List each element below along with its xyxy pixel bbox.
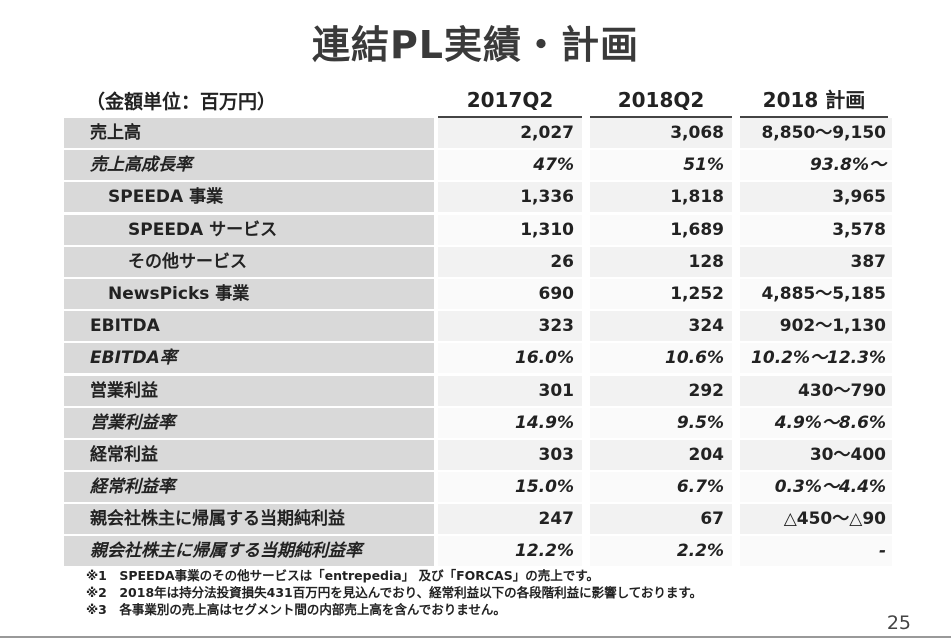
value-2018q2: 292 <box>590 375 732 406</box>
value-2017q2: 16.0% <box>438 343 582 374</box>
value-2017q2: 1,310 <box>438 214 582 245</box>
value-2018-plan: 387 <box>740 246 892 277</box>
row-label: 売上高成長率 <box>64 150 434 181</box>
value-2018q2: 1,689 <box>590 214 732 245</box>
table-row: EBITDA率 16.0% 10.6% 10.2%〜12.3% <box>64 343 892 374</box>
value-2018-plan: 10.2%〜12.3% <box>740 343 892 374</box>
table-row: 経常利益 303 204 30〜400 <box>64 439 892 470</box>
row-label: SPEEDA 事業 <box>64 182 434 213</box>
value-2017q2: 26 <box>438 246 582 277</box>
table-row: 売上高 2,027 3,068 8,850〜9,150 <box>64 118 892 148</box>
value-2017q2: 15.0% <box>438 472 582 503</box>
value-2017q2: 303 <box>438 439 582 470</box>
value-2018-plan: 4.9%〜8.6% <box>740 407 892 438</box>
value-2018-plan: - <box>740 536 892 567</box>
value-2018-plan: 93.8%〜100.4% <box>740 150 892 205</box>
value-2018-plan: △450〜△90 <box>740 504 892 535</box>
value-2017q2: 247 <box>438 504 582 535</box>
value-2018q2: 1,252 <box>590 278 732 309</box>
column-header-2017q2: 2017Q2 <box>438 84 582 119</box>
row-label: その他サービス <box>64 246 434 277</box>
value-2017q2: 12.2% <box>438 536 582 567</box>
table-row: SPEEDA 事業 1,336 1,818 3,965 <box>64 182 892 213</box>
value-2018q2: 128 <box>590 246 732 277</box>
value-2018q2: 10.6% <box>590 343 732 374</box>
value-2018q2: 1,818 <box>590 182 732 213</box>
value-2018q2: 51% <box>590 150 732 181</box>
value-2018-plan: 3,965 <box>740 182 892 213</box>
table-row: 営業利益率 14.9% 9.5% 4.9%〜8.6% <box>64 407 892 438</box>
value-2018-plan: 902〜1,130 <box>740 311 892 342</box>
table-row: EBITDA 323 324 902〜1,130 <box>64 311 892 342</box>
table-row: 売上高成長率 47% 51% 93.8%〜100.4% <box>64 150 892 205</box>
row-label: 経常利益率 <box>64 472 434 503</box>
value-2018q2: 67 <box>590 504 732 535</box>
row-label: 営業利益率 <box>64 407 434 438</box>
unit-label: （金額単位：百万円） <box>86 91 277 113</box>
value-2018q2: 6.7% <box>590 472 732 503</box>
value-2018-plan: 8,850〜9,150 <box>740 118 892 148</box>
value-2017q2: 301 <box>438 375 582 406</box>
column-header-2018-plan: 2018 計画 <box>740 84 888 119</box>
pl-table: 売上高 2,027 3,068 8,850〜9,150 売上高成長率 47% 5… <box>64 118 892 569</box>
table-row: 営業利益 301 292 430〜790 <box>64 375 892 406</box>
footnote-1: ※1 SPEEDA事業のその他サービスは「entrepedia」 及び「FORC… <box>86 568 599 583</box>
row-label: EBITDA率 <box>64 343 434 374</box>
column-header-2018q2: 2018Q2 <box>590 84 732 119</box>
page-number: 25 <box>886 612 911 634</box>
row-label: 経常利益 <box>64 439 434 470</box>
page-title: 連結PL実績・計画 <box>311 23 640 67</box>
value-2017q2: 2,027 <box>438 118 582 148</box>
footer-divider <box>0 636 951 638</box>
table-row: その他サービス 26 128 387 <box>64 246 892 277</box>
table-row: 親会社株主に帰属する当期純利益 247 67 △450〜△90 <box>64 504 892 535</box>
value-2018q2: 2.2% <box>590 536 732 567</box>
value-2017q2: 690 <box>438 278 582 309</box>
value-2017q2: 47% <box>438 150 582 181</box>
table-row: SPEEDA サービス 1,310 1,689 3,578 <box>64 214 892 245</box>
value-2018-plan: 3,578 <box>740 214 892 245</box>
row-label: 営業利益 <box>64 375 434 406</box>
footnote-2: ※2 2018年は持分法投資損失431百万円を見込んでおり、経常利益以下の各段階… <box>86 585 703 600</box>
value-2018q2: 204 <box>590 439 732 470</box>
footnotes: ※1 SPEEDA事業のその他サービスは「entrepedia」 及び「FORC… <box>86 567 702 618</box>
value-2018-plan: 30〜400 <box>740 439 892 470</box>
table-row: 親会社株主に帰属する当期純利益率 12.2% 2.2% - <box>64 536 892 567</box>
row-label: 売上高 <box>64 118 434 148</box>
value-2017q2: 14.9% <box>438 407 582 438</box>
table-row: NewsPicks 事業 690 1,252 4,885〜5,185 <box>64 278 892 309</box>
row-label: EBITDA <box>64 311 434 342</box>
value-2018q2: 9.5% <box>590 407 732 438</box>
value-2018q2: 3,068 <box>590 118 732 148</box>
value-2018-plan: 4,885〜5,185 <box>740 278 892 309</box>
value-2017q2: 1,336 <box>438 182 582 213</box>
footnote-3: ※3 各事業別の売上高はセグメント間の内部売上高を含んでおりません。 <box>86 602 506 617</box>
row-label: 親会社株主に帰属する当期純利益 <box>64 504 434 535</box>
row-label: SPEEDA サービス <box>64 214 434 245</box>
value-2017q2: 323 <box>438 311 582 342</box>
value-2018-plan: 0.3%〜4.4% <box>740 472 892 503</box>
value-2018q2: 324 <box>590 311 732 342</box>
row-label: 親会社株主に帰属する当期純利益率 <box>64 536 434 567</box>
table-row: 経常利益率 15.0% 6.7% 0.3%〜4.4% <box>64 472 892 503</box>
value-2018-plan: 430〜790 <box>740 375 892 406</box>
row-label: NewsPicks 事業 <box>64 278 434 309</box>
